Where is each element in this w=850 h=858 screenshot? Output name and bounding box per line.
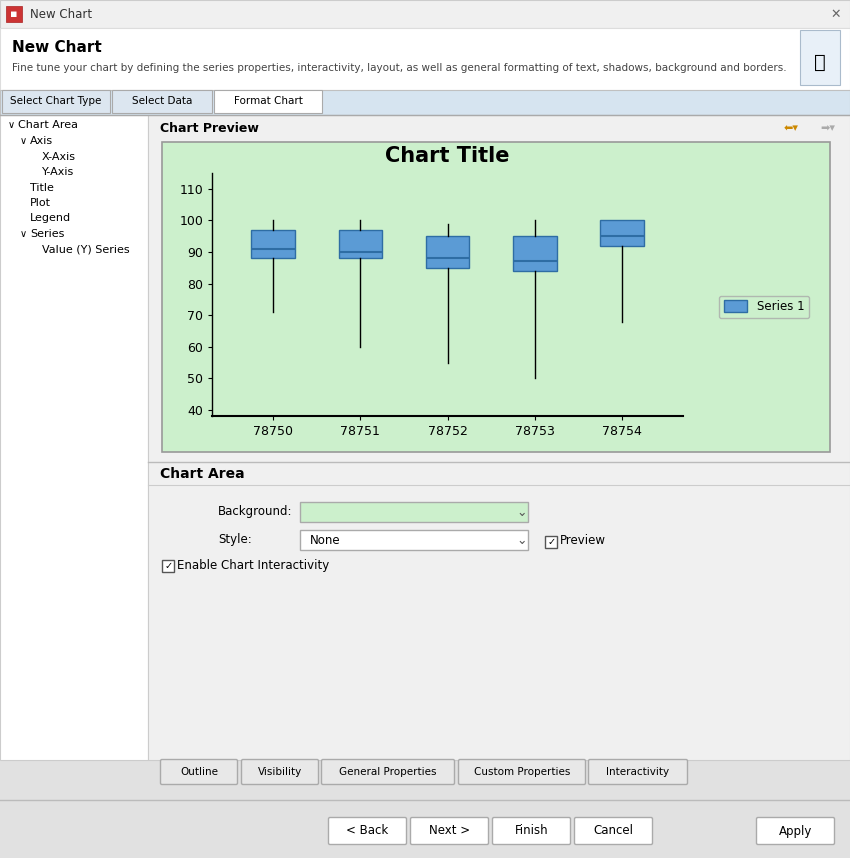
FancyBboxPatch shape: [300, 502, 528, 522]
PathPatch shape: [600, 221, 643, 245]
Text: Interactivity: Interactivity: [606, 767, 670, 777]
Text: ✓: ✓: [548, 537, 556, 547]
Text: Visibility: Visibility: [258, 767, 302, 777]
Text: ✕: ✕: [830, 8, 841, 21]
FancyBboxPatch shape: [321, 759, 455, 784]
Text: Background:: Background:: [218, 505, 292, 518]
Text: Fine tune your chart by defining the series properties, interactivity, layout, a: Fine tune your chart by defining the ser…: [12, 63, 786, 73]
Text: Format Chart: Format Chart: [234, 96, 303, 106]
FancyBboxPatch shape: [458, 759, 586, 784]
Text: Style:: Style:: [218, 534, 252, 547]
FancyBboxPatch shape: [0, 0, 850, 28]
Text: Chart Preview: Chart Preview: [160, 122, 259, 135]
Text: ⌄: ⌄: [517, 534, 527, 547]
Text: Legend: Legend: [30, 213, 71, 223]
Text: Plot: Plot: [30, 198, 51, 208]
Text: ⬅▾: ⬅▾: [784, 123, 799, 133]
Text: New Chart: New Chart: [30, 8, 92, 21]
PathPatch shape: [338, 230, 382, 258]
Title: Chart Title: Chart Title: [385, 146, 510, 166]
Text: ✓: ✓: [165, 561, 173, 571]
FancyBboxPatch shape: [112, 90, 212, 113]
FancyBboxPatch shape: [0, 28, 850, 90]
Text: Finish: Finish: [515, 825, 548, 837]
Text: Cancel: Cancel: [593, 825, 633, 837]
PathPatch shape: [426, 236, 469, 268]
Text: 📋: 📋: [814, 52, 826, 71]
FancyBboxPatch shape: [492, 818, 570, 844]
Text: Chart Area: Chart Area: [18, 120, 78, 130]
FancyBboxPatch shape: [0, 793, 850, 858]
FancyBboxPatch shape: [328, 818, 406, 844]
Text: None: None: [310, 534, 341, 547]
Text: Value (Y) Series: Value (Y) Series: [42, 245, 129, 255]
FancyBboxPatch shape: [545, 536, 557, 548]
FancyBboxPatch shape: [2, 90, 110, 113]
Text: ∨: ∨: [20, 136, 27, 146]
Text: X-Axis: X-Axis: [42, 152, 76, 162]
Text: Series: Series: [30, 229, 65, 239]
FancyBboxPatch shape: [575, 818, 653, 844]
Text: New Chart: New Chart: [12, 40, 102, 56]
FancyBboxPatch shape: [0, 90, 850, 115]
FancyBboxPatch shape: [241, 759, 319, 784]
Text: Chart Area: Chart Area: [160, 467, 245, 481]
Text: Select Chart Type: Select Chart Type: [10, 96, 102, 106]
Text: ∨: ∨: [8, 120, 15, 130]
FancyBboxPatch shape: [588, 759, 688, 784]
Text: Apply: Apply: [779, 825, 813, 837]
FancyBboxPatch shape: [161, 759, 237, 784]
PathPatch shape: [513, 236, 557, 271]
Text: Axis: Axis: [30, 136, 53, 146]
Text: Select Data: Select Data: [132, 96, 192, 106]
FancyBboxPatch shape: [214, 90, 322, 113]
Text: Enable Chart Interactivity: Enable Chart Interactivity: [177, 559, 329, 571]
FancyBboxPatch shape: [756, 818, 835, 844]
FancyBboxPatch shape: [411, 818, 489, 844]
FancyBboxPatch shape: [300, 530, 528, 550]
Legend: Series 1: Series 1: [719, 296, 809, 318]
Text: ∨: ∨: [20, 229, 27, 239]
Text: < Back: < Back: [346, 825, 388, 837]
FancyBboxPatch shape: [162, 560, 174, 572]
FancyBboxPatch shape: [0, 115, 148, 760]
Text: Preview: Preview: [560, 534, 606, 547]
Text: ▪: ▪: [10, 9, 18, 19]
Text: General Properties: General Properties: [339, 767, 437, 777]
Text: Y-Axis: Y-Axis: [42, 167, 74, 177]
Text: Title: Title: [30, 183, 54, 193]
FancyBboxPatch shape: [6, 6, 22, 22]
FancyBboxPatch shape: [148, 115, 850, 760]
FancyBboxPatch shape: [162, 142, 830, 452]
Text: Outline: Outline: [180, 767, 218, 777]
Text: ➡▾: ➡▾: [820, 123, 835, 133]
FancyBboxPatch shape: [800, 30, 840, 85]
Text: Custom Properties: Custom Properties: [473, 767, 570, 777]
Text: Next >: Next >: [429, 825, 470, 837]
Text: ⌄: ⌄: [517, 505, 527, 518]
PathPatch shape: [252, 230, 295, 258]
